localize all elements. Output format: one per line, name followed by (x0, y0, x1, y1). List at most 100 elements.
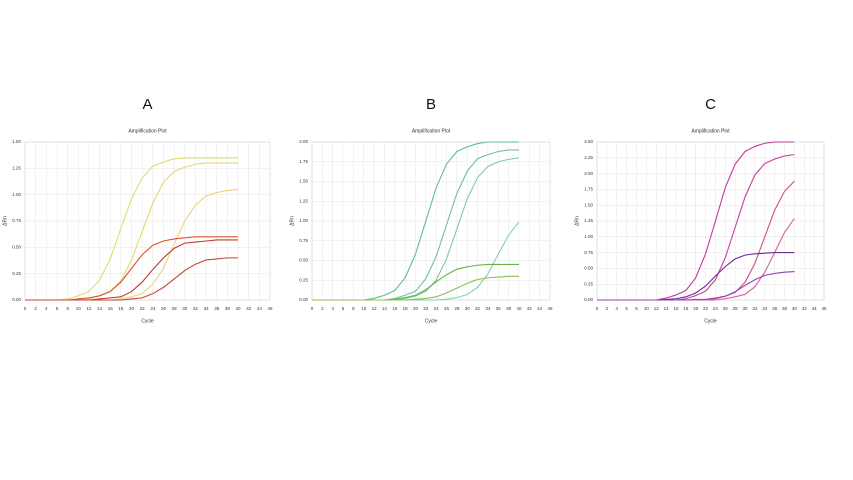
x-tick-label: 4 (45, 306, 48, 311)
x-tick-label: 30 (465, 306, 471, 311)
x-tick-label: 10 (361, 306, 367, 311)
x-tick-label: 24 (713, 306, 719, 311)
y-tick-label: 1.50 (299, 179, 308, 184)
x-tick-label: 42 (802, 306, 808, 311)
y-tick-label: 1.50 (584, 202, 593, 207)
y-tick-label: 2.00 (299, 139, 308, 144)
y-tick-label: 2.00 (584, 171, 593, 176)
x-tick-label: 26 (444, 306, 450, 311)
x-tick-label: 0 (596, 306, 599, 311)
x-tick-label: 12 (86, 306, 92, 311)
y-axis-label: ΔRn (574, 216, 580, 226)
y-tick-label: 0.25 (12, 271, 21, 276)
y-tick-label: 0.75 (12, 218, 21, 223)
y-tick-label: 0.75 (584, 250, 593, 255)
x-tick-label: 36 (496, 306, 502, 311)
y-tick-label: 2.25 (584, 155, 593, 160)
x-tick-label: 0 (24, 306, 27, 311)
x-tick-label: 38 (782, 306, 788, 311)
y-tick-label: 1.75 (299, 159, 308, 164)
x-tick-label: 32 (752, 306, 758, 311)
x-tick-label: 22 (423, 306, 429, 311)
y-tick-label: 0.25 (584, 281, 593, 286)
x-tick-label: 6 (625, 306, 628, 311)
y-tick-label: 1.00 (299, 218, 308, 223)
x-tick-label: 46 (547, 306, 553, 311)
x-tick-label: 44 (257, 306, 263, 311)
x-tick-label: 12 (654, 306, 660, 311)
x-tick-label: 34 (204, 306, 210, 311)
x-tick-label: 20 (413, 306, 419, 311)
x-tick-label: 2 (321, 306, 324, 311)
x-tick-label: 6 (56, 306, 59, 311)
x-tick-label: 18 (683, 306, 689, 311)
x-tick-label: 28 (172, 306, 178, 311)
x-axis-label: Cycle (704, 318, 717, 324)
x-tick-label: 46 (267, 306, 273, 311)
x-tick-label: 2 (606, 306, 609, 311)
x-tick-label: 14 (97, 306, 103, 311)
x-tick-label: 28 (733, 306, 739, 311)
y-tick-label: 1.75 (584, 187, 593, 192)
x-tick-label: 18 (403, 306, 409, 311)
x-tick-label: 44 (537, 306, 543, 311)
x-tick-label: 0 (311, 306, 314, 311)
x-tick-label: 18 (118, 306, 124, 311)
panel-label: C (705, 96, 716, 113)
y-tick-label: 0.25 (299, 277, 308, 282)
y-tick-label: 0.00 (12, 297, 21, 302)
x-tick-label: 10 (644, 306, 650, 311)
x-tick-label: 26 (723, 306, 729, 311)
y-tick-label: 0.00 (299, 297, 308, 302)
x-tick-label: 32 (475, 306, 481, 311)
x-tick-label: 20 (693, 306, 699, 311)
x-tick-label: 28 (454, 306, 460, 311)
x-tick-label: 40 (516, 306, 522, 311)
x-tick-label: 36 (214, 306, 220, 311)
y-tick-label: 1.00 (584, 234, 593, 239)
panel: C Amplification Plot 0.00 0.25 0.50 0.75 1.00 1… (574, 96, 827, 324)
x-tick-label: 44 (812, 306, 818, 311)
x-tick-label: 42 (246, 306, 252, 311)
panel-label: A (142, 96, 152, 113)
x-tick-label: 30 (743, 306, 749, 311)
chart-title: Amplification Plot (691, 128, 730, 134)
x-tick-label: 36 (772, 306, 778, 311)
y-tick-label: 0.50 (584, 266, 593, 271)
x-tick-label: 24 (150, 306, 156, 311)
x-tick-label: 22 (703, 306, 709, 311)
x-tick-label: 20 (129, 306, 135, 311)
y-tick-label: 0.00 (584, 297, 593, 302)
y-tick-label: 0.75 (299, 238, 308, 243)
x-tick-label: 14 (664, 306, 670, 311)
x-axis-label: Cycle (425, 318, 438, 324)
y-tick-label: 0.50 (12, 245, 21, 250)
y-tick-label: 1.00 (12, 192, 21, 197)
amplification-curve (597, 271, 795, 301)
y-axis-label: ΔRn (289, 216, 295, 226)
x-tick-label: 6 (342, 306, 345, 311)
x-tick-label: 2 (34, 306, 37, 311)
x-tick-label: 40 (236, 306, 242, 311)
x-tick-label: 46 (821, 306, 827, 311)
x-tick-label: 8 (635, 306, 638, 311)
y-tick-label: 1.25 (299, 198, 308, 203)
x-tick-label: 16 (108, 306, 114, 311)
y-axis-label: ΔRn (2, 216, 8, 226)
amplification-curve (312, 275, 519, 301)
x-tick-label: 38 (506, 306, 512, 311)
chart-title: Amplification Plot (128, 128, 167, 134)
panel-label: B (426, 96, 436, 113)
x-tick-label: 16 (392, 306, 398, 311)
x-tick-label: 24 (434, 306, 440, 311)
x-tick-label: 10 (76, 306, 82, 311)
y-tick-label: 1.50 (12, 139, 21, 144)
x-tick-label: 4 (331, 306, 334, 311)
panel: B Amplification Plot 0.00 0.25 0.50 0.75 1.00 1… (289, 96, 553, 324)
x-tick-label: 30 (182, 306, 188, 311)
x-tick-label: 14 (382, 306, 388, 311)
panel: A Amplification Plot 0.00 0.25 0.50 0.75 1.00 1… (2, 96, 273, 324)
x-tick-label: 26 (161, 306, 167, 311)
x-tick-label: 16 (673, 306, 679, 311)
y-tick-label: 2.50 (584, 139, 593, 144)
